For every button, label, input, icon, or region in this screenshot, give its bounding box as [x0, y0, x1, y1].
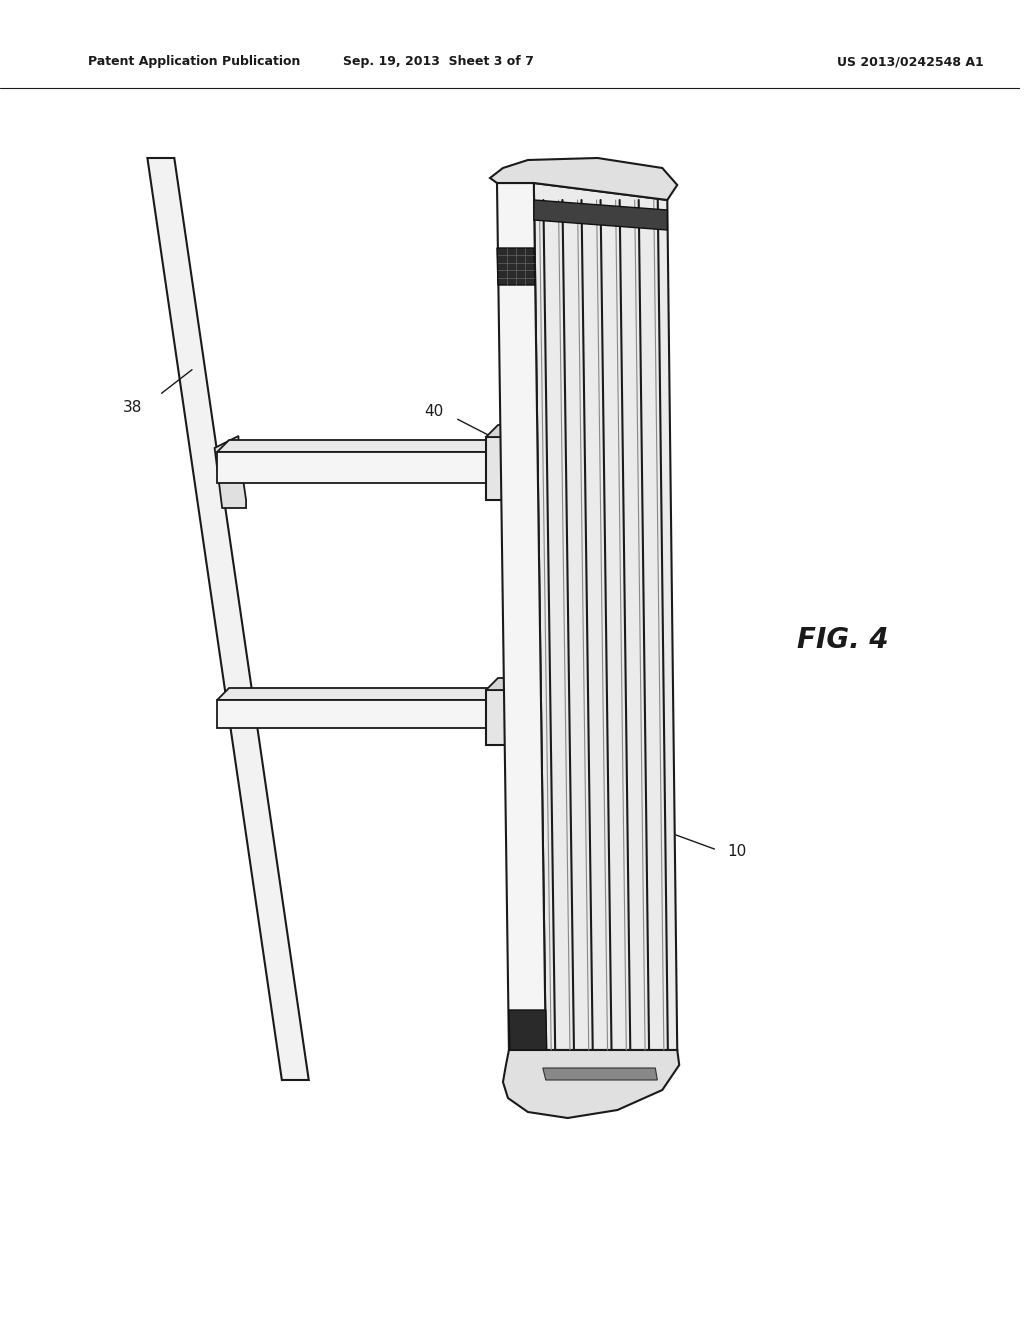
Polygon shape — [534, 201, 668, 230]
Polygon shape — [217, 440, 504, 451]
Polygon shape — [497, 183, 546, 1049]
Polygon shape — [497, 248, 535, 285]
Text: US 2013/0242548 A1: US 2013/0242548 A1 — [837, 55, 983, 69]
Polygon shape — [217, 451, 492, 483]
Polygon shape — [534, 183, 677, 1049]
Polygon shape — [503, 1049, 679, 1118]
Text: 10: 10 — [727, 845, 746, 859]
Polygon shape — [215, 436, 246, 508]
Polygon shape — [217, 700, 492, 729]
Polygon shape — [217, 688, 504, 700]
Polygon shape — [486, 678, 540, 690]
Text: Patent Application Publication: Patent Application Publication — [88, 55, 300, 69]
Polygon shape — [486, 425, 540, 437]
Text: 38: 38 — [123, 400, 142, 416]
Polygon shape — [490, 158, 677, 201]
Polygon shape — [486, 437, 527, 500]
Text: FIG. 4: FIG. 4 — [797, 626, 888, 653]
Polygon shape — [509, 1010, 547, 1049]
Polygon shape — [147, 158, 309, 1080]
Polygon shape — [486, 690, 527, 744]
Text: 40: 40 — [424, 404, 443, 420]
Text: Sep. 19, 2013  Sheet 3 of 7: Sep. 19, 2013 Sheet 3 of 7 — [343, 55, 534, 69]
Polygon shape — [543, 1068, 657, 1080]
